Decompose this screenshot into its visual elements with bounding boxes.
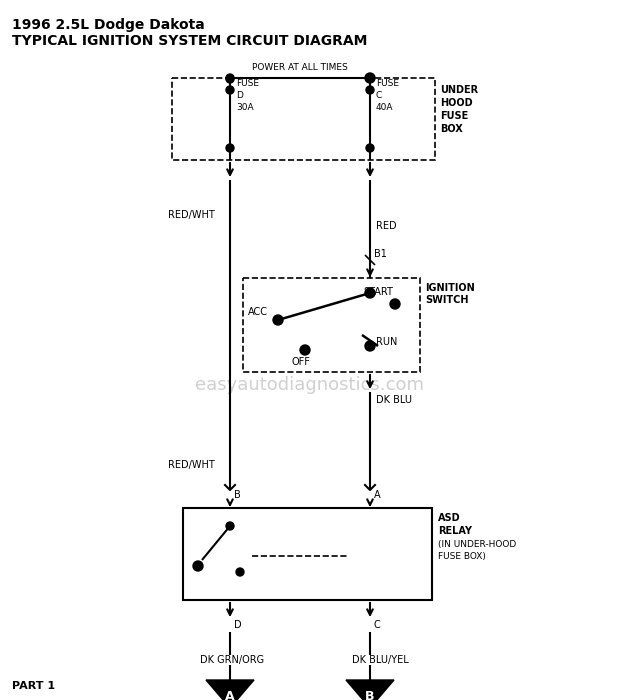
Circle shape [226,86,234,94]
Text: OFF: OFF [291,357,310,367]
Circle shape [365,288,375,298]
Bar [183,508,432,600]
Text: FUSE: FUSE [376,80,399,88]
Text: DK BLU/YEL: DK BLU/YEL [352,655,408,665]
Text: DK GRN/ORG: DK GRN/ORG [200,655,264,665]
Text: easyautodiagnostics.com: easyautodiagnostics.com [195,376,423,394]
Text: RUN: RUN [376,337,397,347]
Text: A: A [225,690,235,700]
Text: C: C [376,92,383,101]
Text: HOOD: HOOD [440,98,473,108]
Bar [172,78,435,160]
Text: RELAY: RELAY [438,526,472,536]
Text: (IN UNDER-HOOD: (IN UNDER-HOOD [438,540,516,549]
Text: A: A [374,490,381,500]
Text: FUSE: FUSE [440,111,468,121]
Circle shape [226,144,234,152]
Text: POWER AT ALL TIMES: POWER AT ALL TIMES [252,64,348,73]
Text: UNDER: UNDER [440,85,478,95]
Circle shape [366,144,374,152]
Text: ACC: ACC [248,307,268,317]
Circle shape [365,341,375,351]
Circle shape [226,75,234,83]
Circle shape [365,73,375,83]
Text: BOX: BOX [440,124,463,134]
Text: 30A: 30A [236,104,253,113]
Circle shape [273,315,283,325]
Circle shape [193,561,203,571]
Text: ASD: ASD [438,513,460,523]
Circle shape [236,568,244,576]
Text: RED/WHT: RED/WHT [168,210,214,220]
Text: C: C [374,620,381,630]
Bar [243,278,420,372]
Text: B: B [365,690,375,700]
Circle shape [226,522,234,530]
Text: 1996 2.5L Dodge Dakota: 1996 2.5L Dodge Dakota [12,18,205,32]
Circle shape [390,299,400,309]
Circle shape [226,74,234,82]
Text: 40A: 40A [376,104,394,113]
Text: FUSE: FUSE [236,80,259,88]
Text: DK BLU: DK BLU [376,395,412,405]
Text: B: B [234,490,241,500]
Text: D: D [234,620,242,630]
Text: FUSE BOX): FUSE BOX) [438,552,486,561]
Text: PART 1: PART 1 [12,681,55,691]
Text: START: START [363,287,393,297]
Text: SWITCH: SWITCH [425,295,468,305]
Polygon shape [206,680,254,700]
Polygon shape [346,680,394,700]
Text: TYPICAL IGNITION SYSTEM CIRCUIT DIAGRAM: TYPICAL IGNITION SYSTEM CIRCUIT DIAGRAM [12,34,367,48]
Text: RED/WHT: RED/WHT [168,460,214,470]
Text: D: D [236,92,243,101]
Text: B1: B1 [374,249,387,259]
Text: IGNITION: IGNITION [425,283,475,293]
Circle shape [366,86,374,94]
Circle shape [300,345,310,355]
Text: RED: RED [376,221,397,231]
